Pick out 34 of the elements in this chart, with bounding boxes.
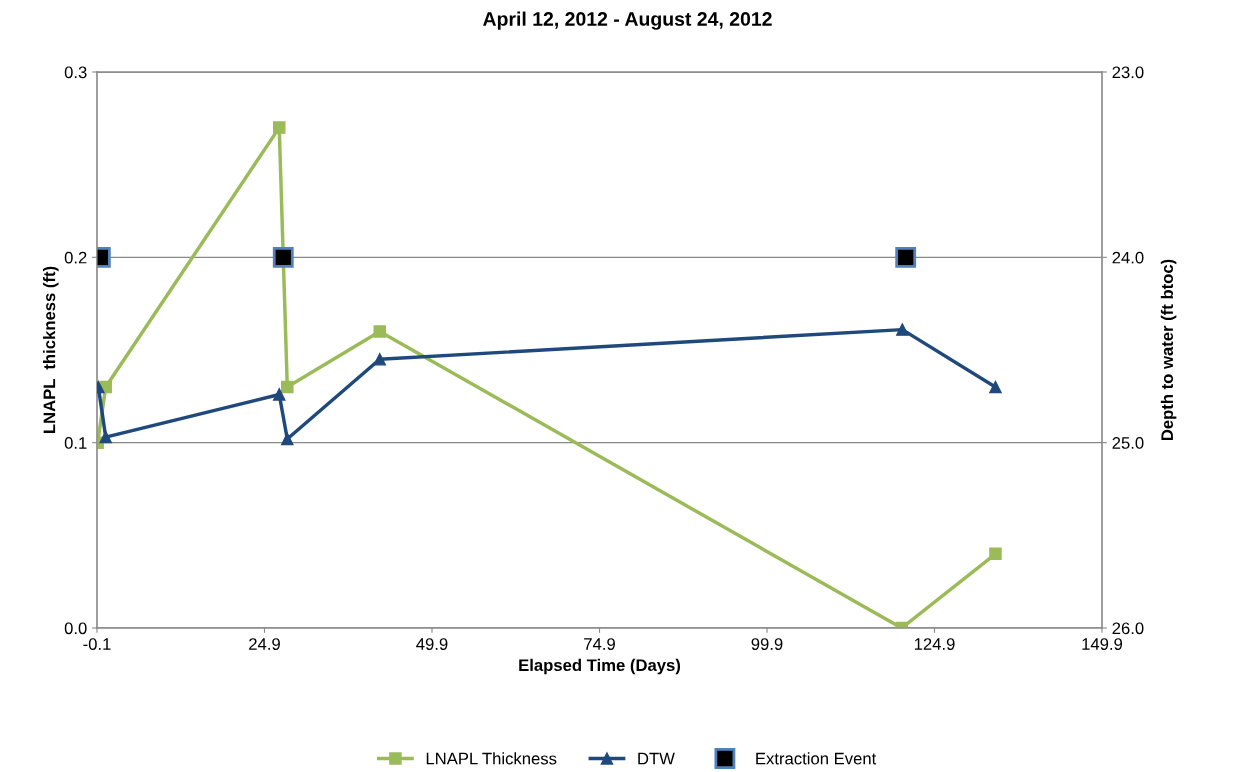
y2-tick-label: 24.0	[1112, 251, 1144, 264]
y2-tick-label: 25.0	[1112, 437, 1144, 449]
legend-label: LNAPL Thickness	[426, 752, 557, 765]
y-tick-label: 0.3	[64, 66, 87, 79]
x-tick-label: -0.1	[83, 638, 111, 650]
x-tick-label: 124.9	[914, 638, 955, 650]
y-axis-title: LNAPL thickness (ft)	[43, 266, 59, 433]
point	[99, 430, 112, 444]
point	[896, 323, 909, 336]
point	[272, 246, 294, 268]
point	[272, 388, 286, 401]
point	[989, 547, 1002, 561]
x-tick-label: 74.9	[584, 638, 615, 650]
legend-label: Extraction Event	[756, 752, 877, 765]
point	[373, 353, 386, 366]
x-axis-title: Elapsed Time (Days)	[519, 658, 681, 675]
x-tick-label: 49.9	[416, 638, 448, 650]
point	[281, 380, 294, 394]
x-tick-label: 149.9	[1082, 638, 1123, 650]
point	[281, 432, 294, 446]
point	[989, 380, 1002, 394]
x-tick-label: 99.9	[751, 638, 783, 650]
y-tick-label: 0.0	[64, 622, 87, 635]
point	[373, 325, 386, 338]
legend-label: DTW	[638, 752, 675, 765]
y2-tick-label: 23.0	[1112, 66, 1144, 79]
point	[272, 121, 286, 134]
y2-axis-title: Depth to water (ft btoc)	[1160, 259, 1177, 441]
y2-tick-label: 26.0	[1112, 622, 1144, 635]
y-tick-label: 0.2	[64, 251, 87, 264]
x-tick-label: 24.9	[249, 638, 280, 650]
point	[895, 246, 917, 268]
chart-title: April 12, 2012 - August 24, 2012	[483, 11, 772, 30]
y-tick-label: 0.1	[64, 437, 87, 449]
